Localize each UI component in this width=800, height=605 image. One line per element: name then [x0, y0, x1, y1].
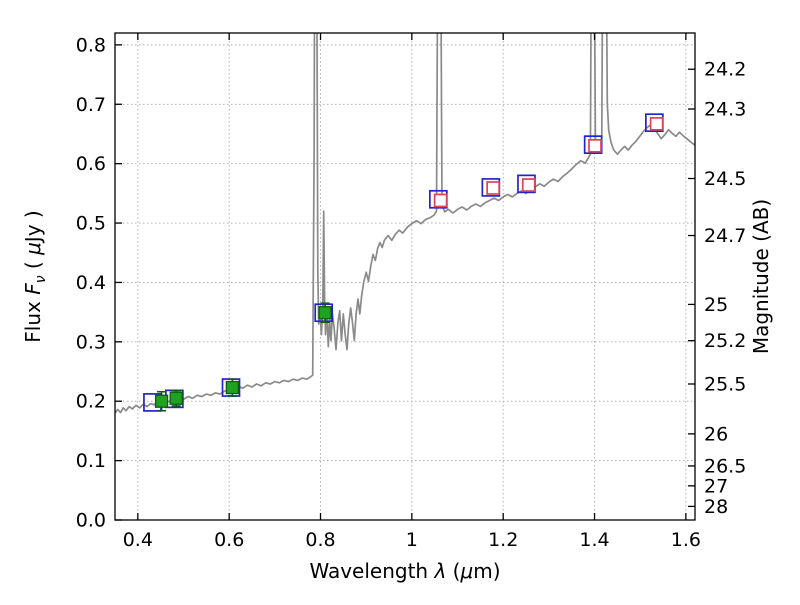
fit-photometry-marker: [433, 193, 448, 208]
y-tick-label: 0.7: [76, 94, 106, 116]
axes-box: [114, 32, 696, 521]
y-tick-label: 0.3: [76, 331, 106, 353]
y-tick-label: 0.8: [76, 34, 106, 56]
x-tick-label: 1.2: [488, 529, 518, 551]
y-tick-label: 0.1: [76, 450, 106, 472]
y2-tick-label: 25: [704, 294, 728, 316]
y2-tick-label: 25.5: [704, 373, 746, 395]
y-tick-label: 0.2: [76, 391, 106, 413]
x-axis-label: Wavelength λ (μm): [309, 559, 500, 583]
x-tick-label: 0.4: [123, 529, 153, 551]
x-tick-label: 1: [406, 529, 418, 551]
y-tick-label: 0.5: [76, 213, 106, 235]
observed-photometry-marker: [169, 391, 183, 405]
observed-photometry-marker: [318, 306, 332, 320]
y-tick-label: 0.0: [76, 510, 106, 532]
y2-tick-label: 24.2: [704, 59, 746, 81]
fit-photometry-marker: [588, 138, 602, 153]
fit-photometry-marker: [649, 117, 664, 131]
y2-tick-label: 24.5: [704, 168, 746, 190]
x-tick-label: 0.6: [214, 529, 244, 551]
observed-photometry-marker: [154, 394, 169, 408]
x-tick-label: 0.8: [305, 529, 335, 551]
y2-tick-label: 28: [704, 496, 728, 518]
model-photometry-marker: [314, 303, 334, 323]
y2-axis-label: Magnitude (AB): [749, 199, 773, 354]
fit-photometry-marker: [486, 181, 500, 195]
observed-photometry-marker: [225, 380, 240, 395]
y2-tick-label: 27: [704, 475, 728, 497]
y-tick-label: 0.6: [76, 153, 106, 175]
x-tick-label: 1.4: [579, 529, 609, 551]
y-axis-label: Flux Fν ( μJy ): [21, 210, 49, 342]
y2-tick-label: 24.7: [704, 225, 746, 247]
y2-tick-label: 25.2: [704, 330, 746, 352]
y2-tick-label: 26.5: [704, 455, 746, 477]
ticks: [115, 33, 695, 521]
y2-tick-label: 26: [704, 423, 728, 445]
y2-tick-label: 24.3: [704, 99, 746, 121]
fit-photometry-marker: [521, 178, 536, 192]
x-tick-label: 1.6: [671, 529, 701, 551]
y-tick-label: 0.4: [76, 272, 106, 294]
